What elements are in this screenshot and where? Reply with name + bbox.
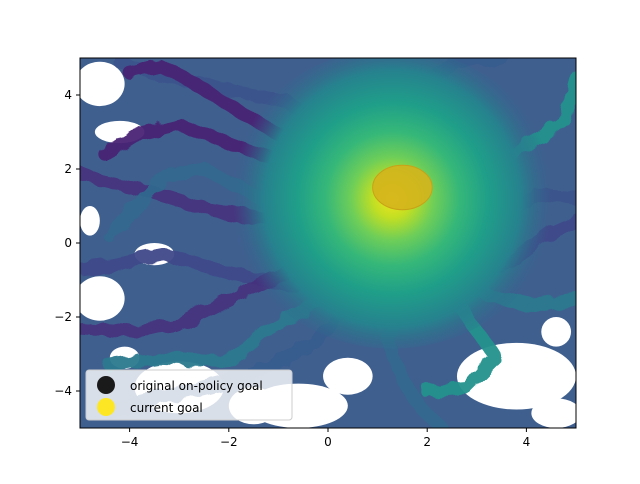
goal-layer bbox=[372, 164, 433, 211]
x-tick-label: 0 bbox=[324, 435, 332, 449]
empty-region bbox=[541, 317, 572, 347]
legend-box bbox=[85, 369, 293, 421]
empty-region bbox=[80, 61, 125, 107]
legend: original on-policy goal current goal bbox=[85, 369, 293, 421]
y-tick-label: −2 bbox=[54, 310, 72, 324]
y-tick-label: 2 bbox=[64, 162, 72, 176]
x-tick-label: −2 bbox=[220, 435, 238, 449]
x-axis: −4 −2 0 2 4 bbox=[121, 428, 530, 449]
x-tick-label: 4 bbox=[523, 435, 531, 449]
legend-marker-original-goal bbox=[97, 376, 115, 394]
x-tick-label: 2 bbox=[423, 435, 431, 449]
empty-region bbox=[323, 357, 373, 395]
empty-region bbox=[531, 398, 576, 428]
empty-region bbox=[80, 206, 100, 236]
x-tick-label: −4 bbox=[121, 435, 139, 449]
empty-region bbox=[80, 276, 125, 321]
y-axis: −4 −2 0 2 4 bbox=[54, 88, 80, 398]
current-goal-marker bbox=[372, 164, 433, 211]
legend-label-current-goal: current goal bbox=[130, 401, 203, 415]
legend-marker-current-goal bbox=[97, 398, 115, 416]
y-tick-label: 4 bbox=[64, 88, 72, 102]
legend-label-original-goal: original on-policy goal bbox=[130, 379, 263, 393]
y-tick-label: −4 bbox=[54, 384, 72, 398]
y-tick-label: 0 bbox=[64, 236, 72, 250]
